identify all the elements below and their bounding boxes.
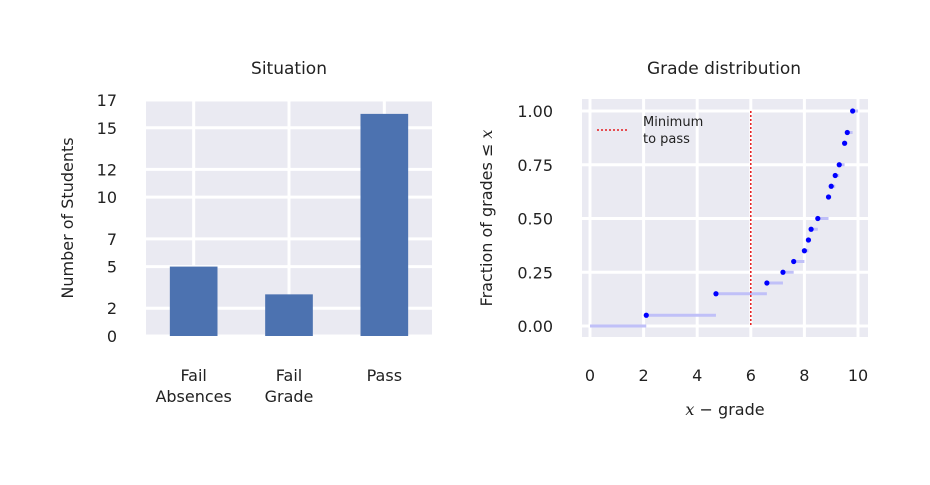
cdf-y-tick-3: 0.75 — [517, 156, 553, 175]
bar-chart: 0 2 5 7 10 12 15 17 Fail Absences Fail Grade Pass S… — [58, 59, 432, 406]
cdf-chart-y-ticks: 0.00 0.25 0.50 0.75 1.00 — [517, 102, 553, 336]
bar-chart-y-ticks: 0 2 5 7 10 12 15 17 — [97, 91, 117, 346]
cdf-chart: 0.00 0.25 0.50 0.75 1.00 0 2 4 6 8 10 Minimum to … — [477, 59, 868, 419]
cdf-point-9 — [825, 194, 832, 200]
cdf-point-0 — [643, 312, 649, 318]
bar-y-tick-6: 15 — [97, 119, 117, 138]
legend-label-line1: Minimum — [643, 115, 703, 130]
bar-y-tick-7: 17 — [97, 91, 117, 110]
cdf-point-6 — [805, 237, 812, 243]
cdf-chart-points — [643, 108, 856, 318]
cdf-x-tick-1: 2 — [639, 366, 649, 385]
cdf-y-tick-0: 0.00 — [517, 317, 553, 336]
cdf-x-tick-2: 4 — [692, 366, 702, 385]
cdf-point-1 — [713, 291, 719, 297]
bar-y-tick-2: 5 — [107, 258, 117, 277]
bar-y-tick-3: 7 — [107, 230, 117, 249]
bar-x-tick-0-line-0: Fail — [180, 366, 206, 385]
bar-y-tick-1: 2 — [107, 299, 117, 318]
cdf-legend: Minimum to pass — [597, 115, 703, 147]
cdf-point-15 — [850, 108, 856, 114]
cdf-x-tick-5: 10 — [848, 366, 868, 385]
bar-chart-x-ticks: Fail Absences Fail Grade Pass — [155, 366, 402, 406]
bar-1 — [265, 294, 313, 336]
cdf-chart-title: Grade distribution — [647, 59, 801, 79]
cdf-y-tick-4: 1.00 — [517, 102, 553, 121]
cdf-point-4 — [791, 258, 797, 265]
bar-chart-title: Situation — [251, 59, 327, 79]
cdf-point-14 — [844, 129, 850, 136]
cdf-point-7 — [808, 226, 814, 232]
cdf-point-10 — [828, 183, 834, 189]
x-label-text: − grade — [694, 400, 764, 419]
cdf-x-tick-0: 0 — [585, 366, 595, 385]
bar-x-tick-0-line-1: Absences — [155, 387, 231, 406]
bar-x-tick-1-line-1: Grade — [265, 387, 314, 406]
bar-y-tick-0: 0 — [107, 327, 117, 346]
bar-y-tick-4: 10 — [97, 188, 117, 207]
y-label-text: Fraction of grades ≤ — [477, 139, 496, 307]
cdf-chart-x-label: x − grade — [685, 400, 764, 419]
bar-2 — [360, 113, 409, 336]
cdf-point-3 — [780, 269, 786, 275]
y-label-math: x — [477, 130, 496, 139]
x-label-math: x — [685, 400, 694, 419]
cdf-point-2 — [764, 280, 770, 286]
bar-x-tick-2-line-0: Pass — [367, 366, 402, 385]
bar-chart-bars — [169, 113, 409, 336]
cdf-chart-grid — [582, 99, 868, 337]
cdf-point-5 — [801, 248, 808, 254]
cdf-point-12 — [836, 162, 842, 168]
cdf-point-8 — [815, 215, 821, 222]
cdf-y-tick-2: 0.50 — [517, 210, 553, 229]
legend-label-line2: to pass — [643, 132, 690, 147]
bar-y-tick-5: 12 — [97, 160, 117, 179]
cdf-point-11 — [832, 172, 838, 179]
cdf-x-tick-3: 6 — [746, 366, 756, 385]
bar-x-tick-1-line-0: Fail — [276, 366, 302, 385]
cdf-point-13 — [842, 140, 848, 146]
bar-0 — [169, 266, 218, 336]
cdf-y-tick-1: 0.25 — [517, 263, 553, 282]
cdf-chart-y-label: Fraction of grades ≤ x — [477, 130, 496, 307]
cdf-x-tick-4: 8 — [799, 366, 809, 385]
cdf-chart-x-ticks: 0 2 4 6 8 10 — [585, 366, 868, 385]
bar-chart-y-label: Number of Students — [58, 137, 77, 298]
